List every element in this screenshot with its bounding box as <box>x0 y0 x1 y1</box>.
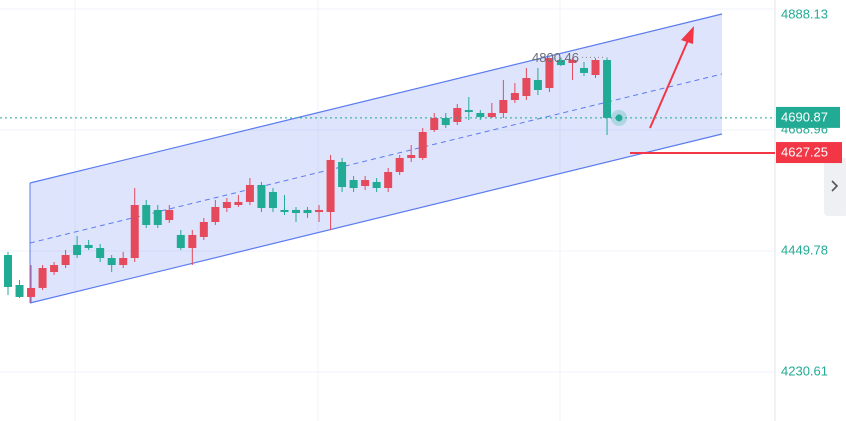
candle-body <box>533 79 542 90</box>
candle-body <box>234 201 243 206</box>
candle-body <box>556 60 565 66</box>
arrow-head <box>681 26 694 44</box>
y-tick-label: 4888.13 <box>781 6 828 21</box>
candle-body <box>130 205 139 258</box>
last-price-dot <box>615 114 623 122</box>
candle-body <box>199 222 208 237</box>
candle-body <box>338 162 347 188</box>
candle-body <box>361 180 370 187</box>
candle-body <box>107 257 116 266</box>
candle-body <box>96 248 105 258</box>
high-annotation: 4800.46 <box>532 50 579 65</box>
candle-body <box>418 131 427 158</box>
candle-body <box>407 154 416 158</box>
candle-body <box>580 68 588 73</box>
candle-body <box>510 93 519 101</box>
candle-body <box>4 255 12 287</box>
candle-body <box>142 205 151 225</box>
candle-body <box>84 244 93 249</box>
candle-body <box>349 180 358 189</box>
candle-body <box>50 265 59 273</box>
candle-body <box>487 112 496 118</box>
candle-body <box>326 160 335 213</box>
candle-body <box>73 244 82 256</box>
y-tick-label: 4230.61 <box>781 363 828 378</box>
candle-body <box>165 209 174 221</box>
candle-body <box>522 77 531 96</box>
trend-arrow <box>649 26 694 129</box>
candle-body <box>441 118 450 126</box>
candle-body <box>603 60 612 118</box>
candle-body <box>38 267 47 288</box>
candle-body <box>430 118 439 130</box>
scroll-tab-icon[interactable] <box>831 180 839 192</box>
candle-body <box>292 209 300 214</box>
last-price-box <box>776 106 840 128</box>
scroll-tab[interactable] <box>824 158 846 216</box>
candle-body <box>119 257 128 266</box>
candle-body <box>568 60 577 63</box>
candle-body <box>499 100 508 113</box>
candle-body <box>15 284 24 297</box>
candle-body <box>464 110 473 112</box>
candle-body <box>188 234 197 249</box>
candle-body <box>591 60 600 76</box>
candle-body <box>222 201 231 208</box>
channel-upper <box>29 13 723 184</box>
candle-body <box>211 206 220 223</box>
arrow-line <box>649 37 690 129</box>
candle-body <box>257 184 266 208</box>
candle-body <box>545 58 554 88</box>
candle-body <box>303 209 312 214</box>
last-price-label: 4690.87 <box>781 109 828 124</box>
price-line-box <box>776 142 842 164</box>
candle-body <box>245 184 254 202</box>
candle-body <box>372 181 381 189</box>
candle-body <box>384 171 393 189</box>
candle-body <box>476 112 485 118</box>
candle-body <box>176 234 185 249</box>
candle-body <box>153 209 162 225</box>
candles <box>4 57 612 303</box>
price-line-label: 4627.25 <box>781 144 828 159</box>
candle-body <box>315 209 324 213</box>
candle-body <box>27 287 36 297</box>
candle-body <box>395 157 404 172</box>
candle-body <box>280 209 289 213</box>
y-tick-label: 4449.78 <box>781 242 828 257</box>
candle-body <box>453 108 462 122</box>
candle-body <box>61 255 70 266</box>
candle-body <box>268 191 277 208</box>
channel-lower <box>29 133 723 304</box>
